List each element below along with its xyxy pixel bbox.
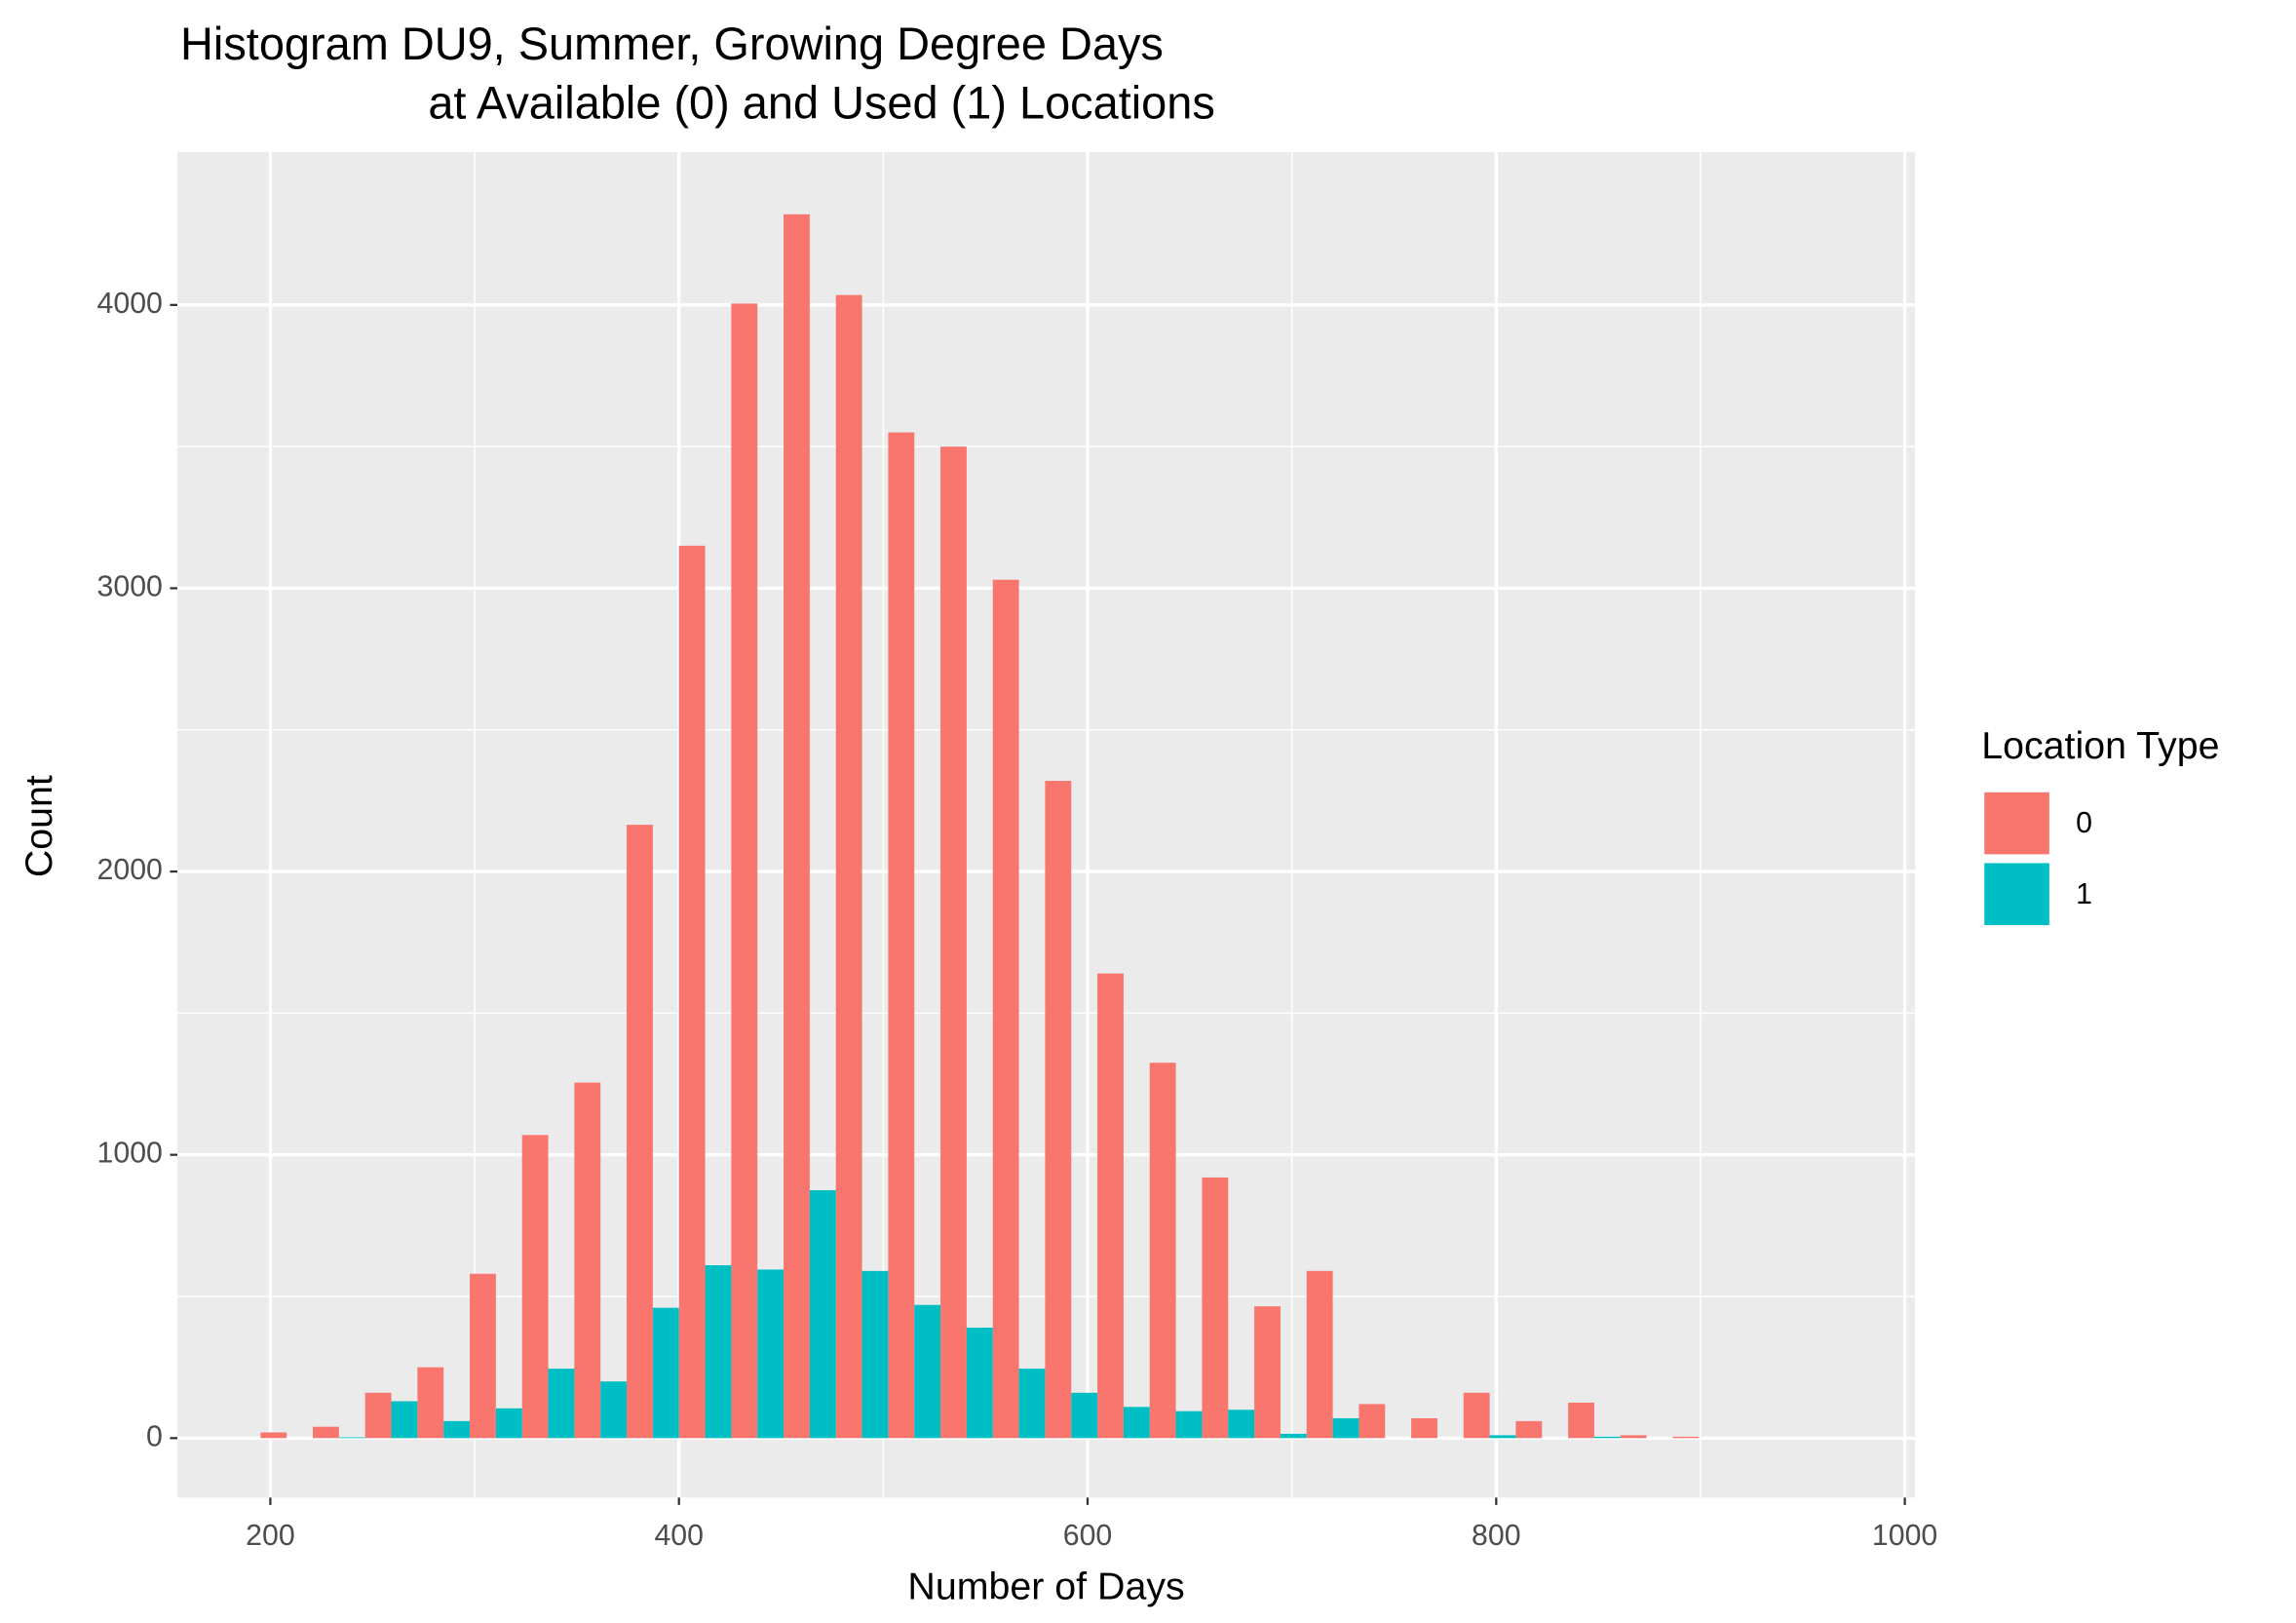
- x-tick-label: 800: [1472, 1520, 1521, 1552]
- bar: [1489, 1435, 1516, 1439]
- bar: [391, 1401, 418, 1439]
- bar: [1097, 973, 1124, 1439]
- bar: [678, 545, 706, 1439]
- x-axis-label: Number of Days: [907, 1565, 1184, 1608]
- bar: [757, 1269, 784, 1439]
- bar: [809, 1190, 836, 1439]
- bar: [1123, 1407, 1150, 1439]
- bar: [784, 213, 810, 1439]
- bar: [992, 579, 1019, 1439]
- bar: [548, 1369, 575, 1439]
- bar: [966, 1327, 993, 1439]
- bar: [443, 1420, 471, 1439]
- bar: [627, 825, 653, 1439]
- chart-title: at Available (0) and Used (1) Locations: [428, 77, 1214, 128]
- y-tick-label: 0: [146, 1420, 163, 1452]
- bar: [1202, 1177, 1229, 1439]
- bar: [835, 294, 862, 1439]
- bar: [888, 432, 915, 1439]
- y-tick-label: 4000: [97, 288, 163, 320]
- x-tick-label: 600: [1063, 1520, 1112, 1552]
- bar: [1228, 1410, 1255, 1439]
- y-axis-label: Count: [18, 775, 60, 877]
- bar: [1175, 1410, 1203, 1439]
- legend-key: [1984, 792, 2049, 855]
- bar: [1620, 1435, 1647, 1439]
- legend-title: Location Type: [1981, 724, 2219, 767]
- bar: [470, 1273, 496, 1439]
- bar: [1358, 1404, 1386, 1439]
- x-tick-label: 200: [246, 1520, 294, 1552]
- x-tick-label: 400: [654, 1520, 704, 1552]
- bar: [705, 1265, 732, 1439]
- bar: [521, 1135, 549, 1439]
- legend-key: [1984, 863, 2049, 926]
- chart-title: Histogram DU9, Summer, Growing Degree Da…: [180, 19, 1164, 69]
- bar: [652, 1307, 679, 1439]
- bar: [914, 1304, 941, 1439]
- bar: [861, 1270, 889, 1439]
- bar: [1254, 1306, 1281, 1439]
- bar: [1306, 1270, 1333, 1439]
- bar: [1515, 1420, 1543, 1439]
- legend-label: 1: [2076, 878, 2092, 910]
- bar: [338, 1437, 365, 1439]
- bar: [1593, 1436, 1621, 1439]
- bar: [1332, 1417, 1359, 1439]
- bar: [364, 1392, 392, 1439]
- bar: [1672, 1436, 1700, 1439]
- bar: [1018, 1369, 1046, 1439]
- bar: [1463, 1392, 1490, 1439]
- bar: [260, 1432, 287, 1439]
- bar: [940, 446, 967, 1439]
- bar: [417, 1367, 444, 1439]
- bar: [1280, 1433, 1307, 1439]
- bar: [313, 1426, 339, 1439]
- x-tick-label: 1000: [1872, 1520, 1937, 1552]
- bar: [1568, 1402, 1594, 1439]
- bar: [1149, 1063, 1176, 1439]
- y-tick-label: 3000: [97, 570, 163, 602]
- bar: [574, 1082, 601, 1439]
- bar: [1045, 781, 1072, 1439]
- y-tick-label: 1000: [97, 1138, 163, 1170]
- bar: [1411, 1417, 1437, 1439]
- legend-label: 0: [2076, 807, 2092, 839]
- bar: [731, 303, 758, 1439]
- bar: [495, 1408, 522, 1439]
- bar: [1071, 1392, 1098, 1439]
- y-tick-label: 2000: [97, 854, 163, 886]
- bar: [600, 1381, 628, 1439]
